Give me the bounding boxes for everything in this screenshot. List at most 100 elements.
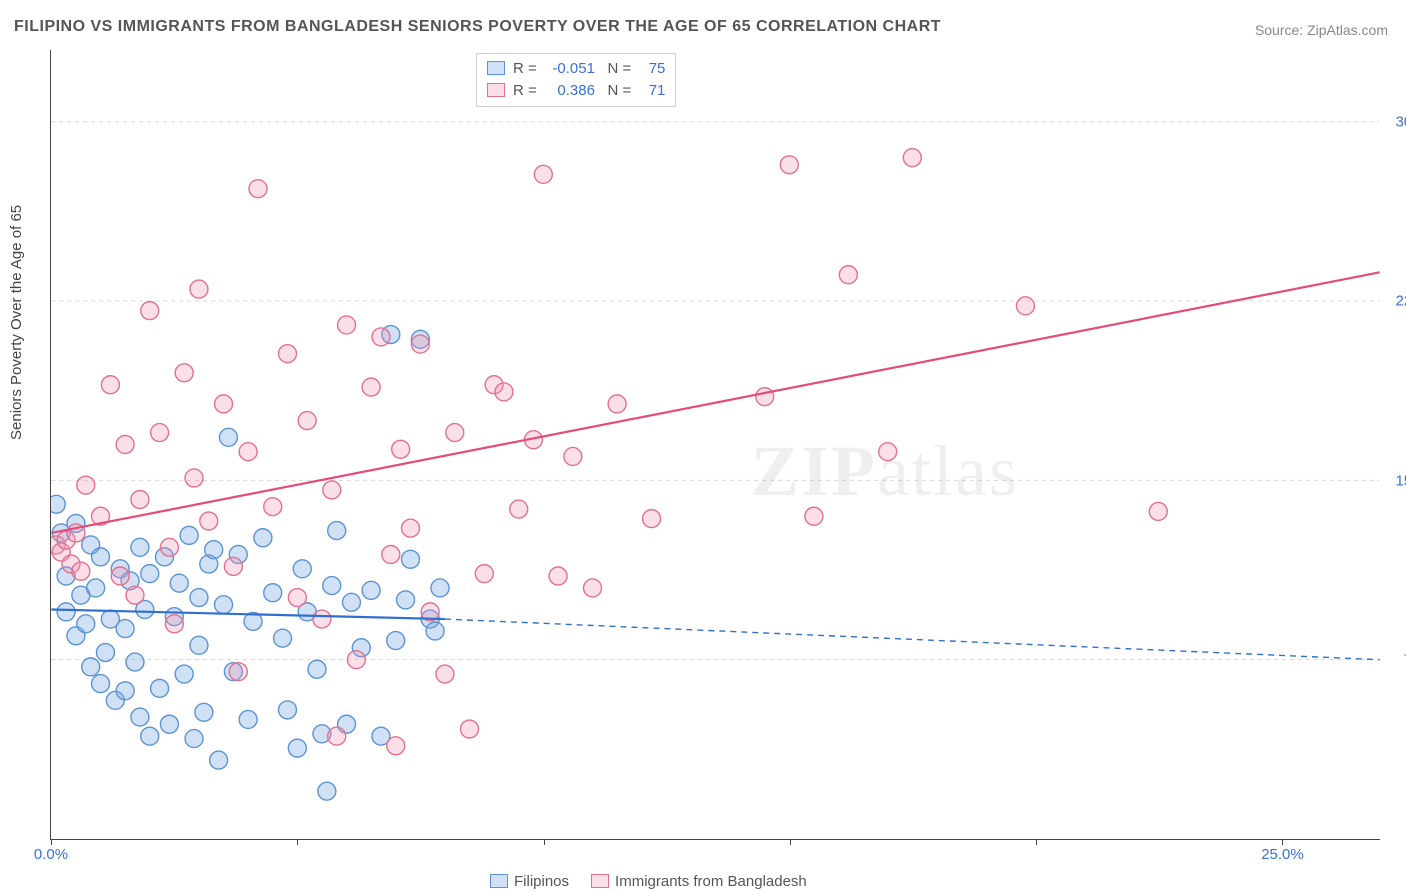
scatter-point (323, 481, 341, 499)
scatter-point (77, 615, 95, 633)
legend-row: R = -0.051 N = 75 (487, 58, 665, 80)
scatter-point (461, 720, 479, 738)
scatter-point (51, 495, 65, 513)
scatter-point (805, 507, 823, 525)
scatter-point (200, 512, 218, 530)
legend-r-label: R = (513, 82, 541, 99)
scatter-point (387, 632, 405, 650)
legend-swatch (487, 61, 505, 75)
trend-line (51, 272, 1379, 533)
scatter-point (549, 567, 567, 585)
scatter-point (392, 440, 410, 458)
scatter-point (347, 651, 365, 669)
scatter-point (338, 316, 356, 334)
scatter-point (160, 715, 178, 733)
scatter-point (382, 545, 400, 563)
scatter-point (190, 636, 208, 654)
scatter-point (495, 383, 513, 401)
scatter-point (116, 436, 134, 454)
scatter-point (141, 727, 159, 745)
x-tick (51, 839, 52, 845)
scatter-point (534, 165, 552, 183)
scatter-point (839, 266, 857, 284)
scatter-point (372, 328, 390, 346)
chart-title: FILIPINO VS IMMIGRANTS FROM BANGLADESH S… (14, 18, 941, 36)
scatter-point (249, 180, 267, 198)
legend-correlation: R = -0.051 N = 75R = 0.386 N = 71 (476, 53, 676, 107)
scatter-point (87, 579, 105, 597)
scatter-point (288, 589, 306, 607)
legend-r-label: R = (513, 60, 541, 77)
scatter-point (185, 730, 203, 748)
scatter-point (141, 565, 159, 583)
legend-item: Immigrants from Bangladesh (591, 873, 807, 890)
scatter-point (756, 388, 774, 406)
scatter-point (180, 526, 198, 544)
scatter-point (77, 476, 95, 494)
scatter-point (151, 679, 169, 697)
legend-series: Filipinos Immigrants from Bangladesh (490, 873, 829, 890)
scatter-point (1016, 297, 1034, 315)
scatter-point (239, 710, 257, 728)
scatter-point (141, 302, 159, 320)
legend-item: Filipinos (490, 873, 569, 890)
scatter-point (564, 447, 582, 465)
legend-n-value: 71 (635, 80, 665, 102)
scatter-point (131, 538, 149, 556)
scatter-point (116, 682, 134, 700)
scatter-point (175, 665, 193, 683)
scatter-point (131, 708, 149, 726)
scatter-point (264, 498, 282, 516)
scatter-point (643, 510, 661, 528)
legend-n-label: N = (595, 82, 635, 99)
scatter-point (274, 629, 292, 647)
scatter-point (446, 424, 464, 442)
x-tick (297, 839, 298, 845)
scatter-point (215, 395, 233, 413)
legend-r-value: -0.051 (541, 58, 595, 80)
scatter-point (96, 644, 114, 662)
scatter-point (239, 443, 257, 461)
scatter-point (323, 577, 341, 595)
scatter-point (879, 443, 897, 461)
scatter-point (362, 581, 380, 599)
scatter-point (293, 560, 311, 578)
scatter-point (210, 751, 228, 769)
x-tick-label: 0.0% (34, 846, 68, 863)
plot-area: ZIPatlas 7.5%15.0%22.5%30.0%0.0%25.0% (50, 50, 1380, 840)
scatter-point (111, 567, 129, 585)
scatter-point (190, 280, 208, 298)
legend-label: Immigrants from Bangladesh (615, 873, 807, 890)
scatter-point (426, 622, 444, 640)
scatter-point (254, 529, 272, 547)
scatter-point (82, 658, 100, 676)
scatter-point (436, 665, 454, 683)
scatter-point (92, 675, 110, 693)
scatter-point (387, 737, 405, 755)
scatter-point (264, 584, 282, 602)
scatter-point (185, 469, 203, 487)
scatter-point (195, 703, 213, 721)
scatter-point (308, 660, 326, 678)
scatter-point (288, 739, 306, 757)
x-tick (790, 839, 791, 845)
x-tick (544, 839, 545, 845)
scatter-point (205, 541, 223, 559)
scatter-point (328, 522, 346, 540)
scatter-point (510, 500, 528, 518)
chart-svg (51, 50, 1380, 839)
scatter-point (780, 156, 798, 174)
scatter-point (131, 491, 149, 509)
y-axis-label: Seniors Poverty Over the Age of 65 (8, 205, 25, 440)
scatter-point (475, 565, 493, 583)
scatter-point (151, 424, 169, 442)
scatter-point (1149, 502, 1167, 520)
scatter-point (219, 428, 237, 446)
legend-n-value: 75 (635, 58, 665, 80)
scatter-point (278, 345, 296, 363)
scatter-point (126, 653, 144, 671)
scatter-point (903, 149, 921, 167)
x-tick (1282, 839, 1283, 845)
scatter-point (190, 589, 208, 607)
scatter-point (215, 596, 233, 614)
